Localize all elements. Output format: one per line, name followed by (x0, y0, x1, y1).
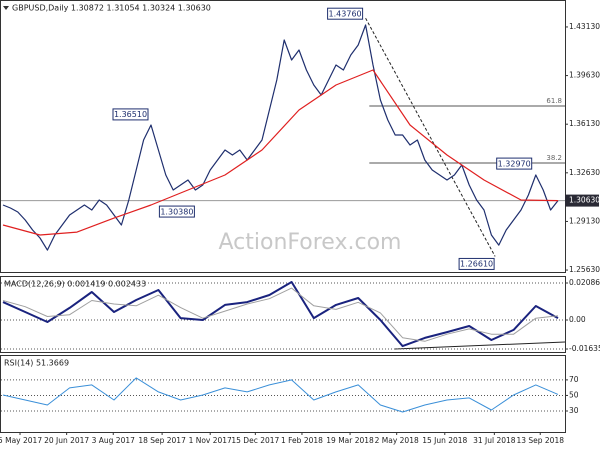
menu-icon (3, 6, 9, 10)
macd-trend-line (394, 341, 566, 350)
x-tick-label: 5 May 2017 (0, 436, 42, 445)
y-tick-label: 1.29130 (569, 216, 600, 225)
panel-frame (0, 0, 566, 273)
x-tick-label: 1 Feb 2018 (281, 436, 323, 445)
x-tick-label: 20 Jun 2017 (44, 436, 89, 445)
annotation-label: 1.30380 (160, 207, 193, 216)
series-line (2, 24, 559, 251)
y-tick-label: 70 (569, 375, 579, 384)
x-tick-label: 2 May 2018 (375, 436, 419, 445)
fib-label: 61.8 (546, 97, 562, 105)
annotation-box (496, 157, 533, 170)
x-tick-label: 15 Dec 2017 (231, 436, 279, 445)
last-price-box (565, 194, 599, 207)
panel-title: MACD(12,26,9) 0.001419 0.002433 (4, 280, 146, 289)
series-line (2, 69, 559, 236)
trend-line (365, 17, 496, 257)
x-tick-label: 31 Jul 2018 (473, 436, 516, 445)
panel-frame (0, 355, 566, 433)
fib-label: 38.2 (546, 154, 562, 162)
panel-title: RSI(14) 51.3669 (4, 359, 69, 368)
y-tick-label: 50 (569, 390, 579, 399)
annotation-label: 1.43760 (329, 9, 362, 18)
annotation-label: 1.36510 (114, 110, 147, 119)
annotation-box (112, 108, 149, 121)
series-line (2, 281, 559, 348)
y-tick-label: 1.32630 (569, 168, 600, 177)
y-tick-label: 30 (569, 406, 579, 415)
annotation-box (458, 257, 495, 270)
annotation-label: 1.26610 (460, 260, 493, 269)
y-tick-label: -0.016357 (569, 344, 600, 353)
x-tick-label: 18 Sep 2017 (138, 436, 186, 445)
last-price-label: 1.30630 (569, 196, 600, 205)
panel-title: GBPUSD,Daily 1.30872 1.31054 1.30324 1.3… (12, 4, 211, 13)
y-tick-label: 1.39630 (569, 71, 600, 80)
annotation-box (327, 7, 364, 20)
x-tick-label: 13 Sep 2018 (516, 436, 564, 445)
x-tick-label: 15 Jun 2018 (422, 436, 467, 445)
annotation-label: 1.32970 (498, 159, 531, 168)
y-tick-label: 1.43130 (569, 22, 600, 31)
watermark: ActionForex.com (219, 230, 402, 255)
y-tick-label: 1.36130 (569, 119, 600, 128)
series-line (2, 287, 559, 342)
series-line (2, 377, 559, 413)
y-tick-label: 0.020861 (569, 278, 600, 287)
panel-frame (0, 276, 566, 353)
y-tick-label: 0.00 (569, 315, 586, 324)
x-tick-label: 1 Nov 2017 (189, 436, 232, 445)
annotation-box (158, 205, 195, 218)
y-tick-label: 1.25630 (569, 265, 600, 274)
x-tick-label: 3 Aug 2017 (92, 436, 135, 445)
x-tick-label: 19 Mar 2018 (326, 436, 374, 445)
